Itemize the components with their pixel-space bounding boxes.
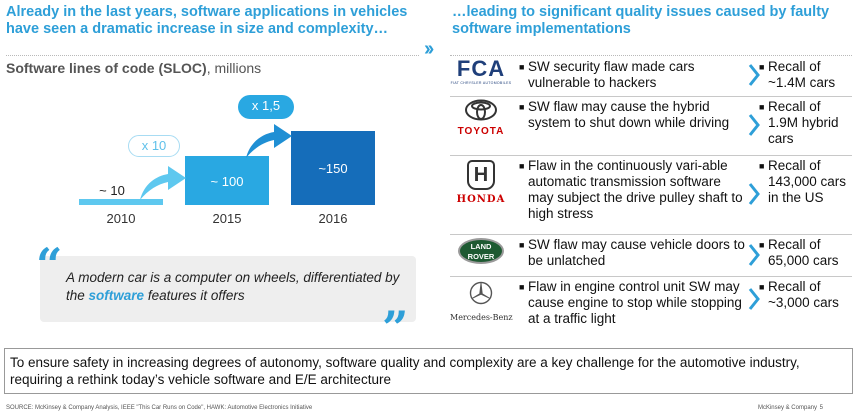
row-divider: [450, 155, 852, 156]
fca-logo-subtitle: FIAT CHRYSLER AUTOMOBILES: [450, 81, 512, 85]
bar-value-label-2015: ~ 100: [210, 174, 244, 189]
recall-count-mercedes: ■ Recall of ~3,000 cars: [759, 279, 852, 311]
footer-source: SOURCE: McKinsey & Company Analysis, IEE…: [6, 405, 313, 411]
bar-value-label-2010: ~ 10: [99, 183, 125, 198]
recall-text: Recall of 1.9M hybrid cars: [768, 99, 839, 146]
conclusion-text: To ensure safety in increasing degrees o…: [10, 355, 800, 387]
bullet-icon: ■: [759, 240, 765, 250]
land-rover-logo-text-line1: LAND: [470, 242, 492, 251]
bullet-icon: ■: [519, 282, 525, 292]
fca-logo-text: FCA: [456, 56, 506, 81]
quote-text-start: A modern car is a computer on wheels, di…: [66, 270, 400, 303]
issue-text: Flaw in the continuously vari-able autom…: [528, 158, 743, 221]
toyota-logo-text: TOYOTA: [457, 126, 505, 137]
recall-text: Recall of ~1.4M cars: [768, 59, 836, 90]
toyota-logo: TOYOTA: [450, 99, 512, 137]
category-label-2015: 2015: [212, 211, 242, 226]
quote-box: [40, 256, 416, 322]
left-header-divider: [6, 55, 419, 56]
bullet-icon: ■: [759, 62, 765, 72]
left-section-header: Already in the last years, software appl…: [6, 4, 408, 37]
land-rover-badge: LAND ROVER: [458, 238, 504, 264]
recall-row-mercedes: Mercedes-Benz ■ Flaw in engine control un…: [450, 277, 852, 333]
bar-2016: [291, 131, 375, 205]
issue-text: SW flaw may cause the hybrid system to s…: [528, 99, 730, 130]
issue-text: SW flaw may cause vehicle doors to be un…: [528, 237, 745, 268]
growth-arrow-icon-dark: [246, 124, 292, 158]
footer-company: McKinsey & Company: [757, 405, 817, 411]
recall-issue-toyota: ■ SW flaw may cause the hybrid system to …: [519, 99, 746, 131]
row-divider: [450, 96, 852, 97]
recall-text: Recall of 65,000 cars: [768, 237, 839, 268]
bullet-icon: ■: [519, 102, 525, 112]
recall-count-fca: ■ Recall of ~1.4M cars: [759, 59, 852, 91]
recall-count-honda: ■ Recall of 143,000 cars in the US: [759, 158, 852, 206]
recall-count-land-rover: ■ Recall of 65,000 cars: [759, 237, 852, 269]
mercedes-star-icon: [469, 281, 493, 305]
bullet-icon: ■: [759, 161, 765, 171]
row-divider: [450, 234, 852, 235]
issue-text: SW security flaw made cars vulnerable to…: [528, 59, 695, 90]
double-chevron-icon: ››: [424, 38, 434, 60]
right-section-header: …leading to significant quality issues c…: [452, 4, 830, 37]
recall-issue-land-rover: ■ SW flaw may cause vehicle doors to be u…: [519, 237, 746, 269]
chevron-right-icon: [748, 114, 760, 136]
bar-value-label-2016: ~150: [318, 161, 348, 176]
recall-text: Recall of ~3,000 cars: [768, 279, 839, 310]
recall-row-honda: H HONDA ■ Flaw in the continuously vari-a…: [450, 156, 852, 232]
row-divider: [450, 276, 852, 277]
land-rover-logo: LAND ROVER: [450, 238, 512, 264]
right-header-divider: [450, 55, 852, 56]
recall-count-toyota: ■ Recall of 1.9M hybrid cars: [759, 99, 852, 147]
land-rover-logo-text-line2: ROVER: [467, 252, 495, 261]
recall-row-fca: FCA FIAT CHRYSLER AUTOMOBILES ■ SW securi…: [450, 57, 852, 95]
bar-2010: [79, 199, 163, 205]
chart-title-bold: Software lines of code (SLOC): [6, 60, 207, 76]
recall-text: Recall of 143,000 cars in the US: [768, 158, 847, 205]
recall-issue-honda: ■ Flaw in the continuously vari-able auto…: [519, 158, 746, 222]
chevron-right-icon: [748, 244, 760, 266]
issue-text: Flaw in engine control unit SW may cause…: [528, 279, 742, 326]
mercedes-logo: Mercedes-Benz: [450, 281, 513, 322]
bullet-icon: ■: [759, 282, 765, 292]
multiplier-badge-x1-5: x 1,5: [238, 95, 294, 119]
bullet-icon: ■: [519, 62, 525, 72]
chart-title: Software lines of code (SLOC), millions: [6, 60, 261, 76]
mercedes-logo-text: Mercedes-Benz: [450, 313, 513, 322]
bar-2015: [185, 156, 269, 205]
fca-logo: FCA FIAT CHRYSLER AUTOMOBILES: [450, 56, 512, 86]
category-label-2010: 2010: [106, 211, 136, 226]
recall-row-toyota: TOYOTA ■ SW flaw may cause the hybrid sys…: [450, 97, 852, 153]
recall-issue-fca: ■ SW security flaw made cars vulnerable t…: [519, 59, 746, 91]
bullet-icon: ■: [519, 240, 525, 250]
recall-issue-mercedes: ■ Flaw in engine control unit SW may caus…: [519, 279, 746, 327]
toyota-emblem-icon: [465, 99, 497, 121]
chevron-right-icon: [748, 288, 760, 310]
open-quote-icon: “: [36, 238, 63, 292]
chevron-right-icon: [748, 183, 760, 205]
bullet-icon: ■: [519, 161, 525, 171]
honda-logo: H HONDA: [450, 160, 512, 205]
quote-text-end: features it offers: [144, 288, 245, 303]
growth-arrow-icon-light: [140, 166, 186, 200]
multiplier-badge-x10: x 10: [128, 135, 180, 157]
close-quote-icon: ”: [382, 301, 409, 355]
quote-text: A modern car is a computer on wheels, di…: [66, 269, 406, 305]
chart-title-unit: , millions: [206, 60, 262, 76]
category-label-2016: 2016: [318, 211, 348, 226]
honda-logo-text: HONDA: [456, 194, 506, 205]
bullet-icon: ■: [759, 102, 765, 112]
chevron-right-icon: [748, 64, 760, 86]
quote-highlight: software: [88, 288, 145, 303]
page-number: 5: [819, 405, 823, 411]
honda-emblem-icon: H: [467, 160, 495, 190]
conclusion-box: [4, 348, 853, 394]
recall-row-land-rover: LAND ROVER ■ SW flaw may cause vehicle do…: [450, 235, 852, 275]
